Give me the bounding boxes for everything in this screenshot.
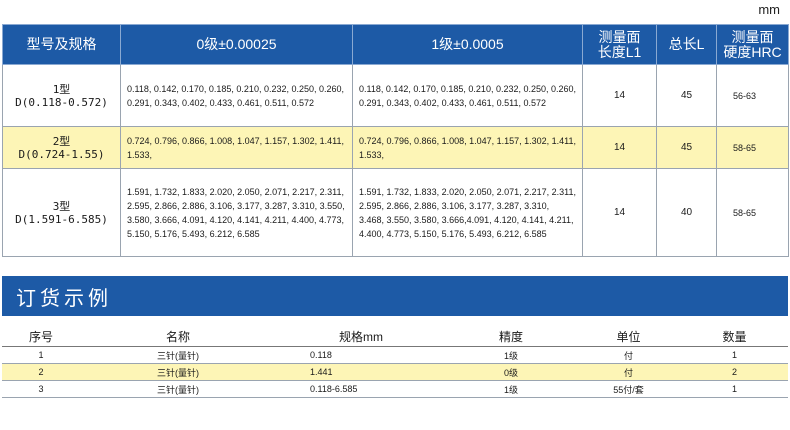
model-name: 2型 — [52, 134, 71, 148]
hrc-value: 56-63 — [716, 64, 789, 127]
length-value: 40 — [656, 168, 717, 257]
l1-value: 14 — [582, 168, 657, 257]
order-grade: 0级 — [446, 363, 576, 381]
unit-label: mm — [758, 2, 780, 17]
order-header-row: 序号 名称 规格mm 精度 单位 数量 — [2, 326, 788, 347]
order-spec: 0.118 — [276, 346, 446, 364]
spec-header-row: 型号及规格 0级±0.00025 1级±0.0005 测量面 长度L1 总长L … — [2, 24, 789, 65]
order-example-banner: 订货示例 — [2, 276, 788, 316]
order-grade: 1级 — [446, 380, 576, 398]
model-cell: 2型 D(0.724-1.55) — [2, 126, 121, 169]
header-l1: 测量面 长度L1 — [582, 24, 657, 65]
grade0-values: 0.724, 0.796, 0.866, 1.008, 1.047, 1.157… — [120, 126, 353, 169]
order-row: 2 三针(量针) 1.441 0级 付 2 — [2, 363, 788, 381]
order-grade: 1级 — [446, 346, 576, 364]
order-header-name: 名称 — [80, 326, 276, 347]
order-row: 3 三针(量针) 0.118-6.585 1级 55付/套 1 — [2, 380, 788, 398]
order-header-unit: 单位 — [576, 326, 681, 347]
order-qty: 1 — [681, 346, 788, 364]
order-header-index: 序号 — [2, 326, 80, 347]
order-name: 三针(量针) — [80, 363, 276, 381]
model-cell: 1型 D(0.118-0.572) — [2, 64, 121, 127]
model-cell: 3型 D(1.591-6.585) — [2, 168, 121, 257]
hrc-value: 58-65 — [716, 126, 789, 169]
model-range: D(0.724-1.55) — [18, 147, 105, 161]
header-grade0: 0级±0.00025 — [120, 24, 353, 65]
order-example-title: 订货示例 — [16, 288, 112, 310]
order-unit: 付 — [576, 346, 681, 364]
order-table: 序号 名称 规格mm 精度 单位 数量 1 三针(量针) 0.118 1级 付 … — [2, 326, 788, 398]
order-index: 1 — [2, 346, 80, 364]
spec-row: 2型 D(0.724-1.55) 0.724, 0.796, 0.866, 1.… — [2, 126, 789, 169]
model-name: 3型 — [52, 199, 71, 213]
order-header-grade: 精度 — [446, 326, 576, 347]
order-header-spec: 规格mm — [276, 326, 446, 347]
order-row: 1 三针(量针) 0.118 1级 付 1 — [2, 346, 788, 364]
hrc-value: 58-65 — [716, 168, 789, 257]
grade0-values: 1.591, 1.732, 1.833, 2.020, 2.050, 2.071… — [120, 168, 353, 257]
order-qty: 2 — [681, 363, 788, 381]
order-name: 三针(量针) — [80, 346, 276, 364]
header-model: 型号及规格 — [2, 24, 121, 65]
header-grade1: 1级±0.0005 — [352, 24, 583, 65]
grade1-values: 0.118, 0.142, 0.170, 0.185, 0.210, 0.232… — [352, 64, 583, 127]
order-unit: 付 — [576, 363, 681, 381]
spec-table: 型号及规格 0级±0.00025 1级±0.0005 测量面 长度L1 总长L … — [2, 24, 789, 257]
order-index: 2 — [2, 363, 80, 381]
spec-row: 1型 D(0.118-0.572) 0.118, 0.142, 0.170, 0… — [2, 64, 789, 127]
l1-value: 14 — [582, 64, 657, 127]
l1-value: 14 — [582, 126, 657, 169]
grade1-values: 1.591, 1.732, 1.833, 2.020, 2.050, 2.071… — [352, 168, 583, 257]
grade0-values: 0.118, 0.142, 0.170, 0.185, 0.210, 0.232… — [120, 64, 353, 127]
order-name: 三针(量针) — [80, 380, 276, 398]
model-range: D(1.591-6.585) — [15, 212, 108, 226]
spec-row: 3型 D(1.591-6.585) 1.591, 1.732, 1.833, 2… — [2, 168, 789, 257]
header-length: 总长L — [656, 24, 717, 65]
model-name: 1型 — [52, 82, 71, 96]
grade1-values: 0.724, 0.796, 0.866, 1.008, 1.047, 1.157… — [352, 126, 583, 169]
length-value: 45 — [656, 126, 717, 169]
order-index: 3 — [2, 380, 80, 398]
model-range: D(0.118-0.572) — [15, 95, 108, 109]
order-unit: 55付/套 — [576, 380, 681, 398]
order-spec: 1.441 — [276, 363, 446, 381]
header-hrc: 测量面 硬度HRC — [716, 24, 789, 65]
order-header-qty: 数量 — [681, 326, 788, 347]
order-spec: 0.118-6.585 — [276, 380, 446, 398]
length-value: 45 — [656, 64, 717, 127]
order-qty: 1 — [681, 380, 788, 398]
